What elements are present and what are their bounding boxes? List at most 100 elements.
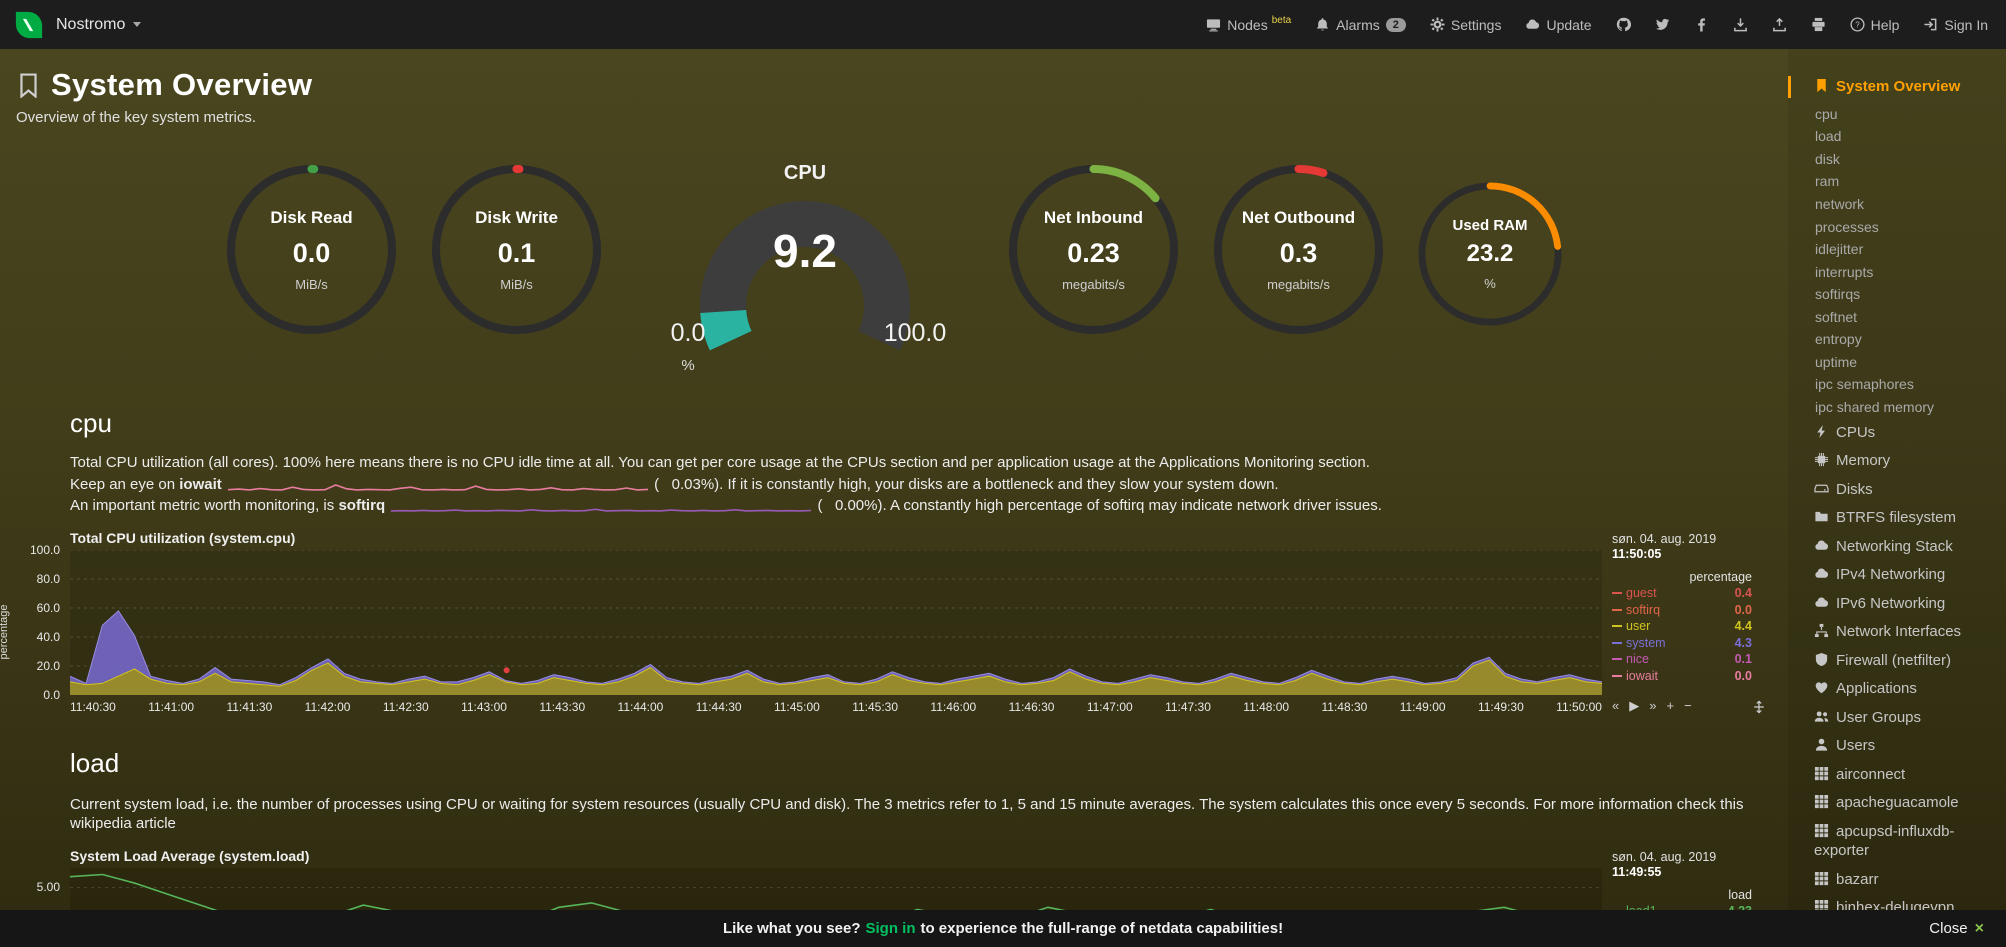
topbar-item[interactable]: Alarms 2 xyxy=(1315,17,1406,33)
sidebar-item[interactable]: idlejitter xyxy=(1815,241,1864,258)
sidebar-item[interactable]: System Overview xyxy=(1788,73,2006,103)
easypie-gauge[interactable]: Net Inbound 0.23 megabits/s xyxy=(1006,162,1181,337)
topbar-item[interactable]: Nodes beta xyxy=(1206,15,1291,33)
topbar-item[interactable] xyxy=(1772,17,1787,32)
hostname-menu[interactable]: Nostromo xyxy=(56,16,142,34)
signin-icon xyxy=(1923,17,1938,32)
easypie-gauge[interactable]: Net Outbound 0.3 megabits/s xyxy=(1211,162,1386,337)
sidebar-item[interactable]: Applications xyxy=(1788,675,2006,704)
sidebar-item[interactable]: Firewall (netfilter) xyxy=(1788,646,2006,675)
network-icon xyxy=(1814,623,1829,638)
play-button[interactable]: ▶ xyxy=(1629,697,1640,713)
legend-time: 11:50:05 xyxy=(1612,546,1662,561)
legend-date: søn. 04. aug. 2019 xyxy=(1612,849,1717,864)
grid-icon xyxy=(1814,766,1829,781)
legend-series[interactable]: user 4.4 xyxy=(1612,619,1752,633)
sidebar-item[interactable]: Disks xyxy=(1788,475,2006,504)
sidebar-item[interactable]: Users xyxy=(1788,732,2006,761)
monitor-icon xyxy=(1206,17,1221,32)
grid-icon xyxy=(1814,823,1829,838)
sidebar-item[interactable]: processes xyxy=(1815,218,1879,235)
legend-series[interactable]: system 4.3 xyxy=(1612,636,1752,650)
easypie-gauge[interactable]: Used RAM 23.2 % xyxy=(1416,180,1564,328)
sidebar-item[interactable]: ipc shared memory xyxy=(1815,399,1935,415)
cloud-icon xyxy=(1814,595,1829,610)
sidebar-item[interactable]: apacheguacamole xyxy=(1788,789,2006,818)
chart-resize-handle[interactable] xyxy=(1752,699,1766,714)
netdata-logo[interactable] xyxy=(14,10,44,40)
legend-time: 11:49:55 xyxy=(1612,864,1662,879)
sidebar-item[interactable]: entropy xyxy=(1815,331,1862,348)
legend-units-header: percentage xyxy=(1689,569,1752,584)
topbar-item[interactable] xyxy=(1733,17,1748,32)
sign-in-link[interactable]: Sign in xyxy=(865,920,916,937)
chart-title: Total CPU utilization (system.cpu) xyxy=(70,529,296,546)
sidebar-item[interactable]: airconnect xyxy=(1788,760,2006,789)
sidebar-item[interactable]: binhex-delugevpn xyxy=(1788,894,2006,910)
sidebar-item[interactable]: CPUs xyxy=(1788,418,2006,447)
cpu-chart: Total CPU utilization (system.cpu) perce… xyxy=(0,529,1766,714)
legend-series[interactable]: iowait 0.0 xyxy=(1612,669,1752,683)
section-heading-cpu: cpu xyxy=(70,408,112,438)
sidebar-item[interactable]: uptime xyxy=(1815,353,1858,370)
bolt-icon xyxy=(1814,424,1829,439)
grid-icon xyxy=(1814,871,1829,886)
legend-series[interactable]: softirq 0.0 xyxy=(1612,603,1752,617)
bell-icon xyxy=(1315,17,1330,32)
sidebar-item[interactable]: softnet xyxy=(1815,308,1858,325)
sidebar-item[interactable]: cpu xyxy=(1815,105,1838,122)
y-axis: 100.0 80.0 60.0 40.0 20.0 0.0 xyxy=(29,542,60,702)
cloud-icon xyxy=(1814,566,1829,581)
sidebar-item[interactable]: interrupts xyxy=(1815,263,1874,280)
softirq-sparkline[interactable] xyxy=(391,499,812,512)
legend-series[interactable]: guest 0.4 xyxy=(1612,586,1752,600)
sidebar-item[interactable]: ipc semaphores xyxy=(1815,376,1914,393)
print-icon xyxy=(1811,17,1826,32)
topbar-item[interactable]: ? Help xyxy=(1850,17,1899,33)
sidebar-item[interactable]: load xyxy=(1815,128,1842,145)
zoom-out-button[interactable]: − xyxy=(1684,697,1692,713)
cpu-gauge[interactable]: CPU 9.2 0.0 100.0 % xyxy=(650,162,960,374)
topbar-menu: Nodes beta Alarms 2 Settings Update xyxy=(1206,15,1988,33)
sidebar-item[interactable]: softirqs xyxy=(1815,286,1861,303)
twitter-icon xyxy=(1655,17,1670,32)
gauge-ring xyxy=(226,164,397,335)
topbar-item[interactable] xyxy=(1655,17,1670,32)
sidebar-item[interactable]: apcupsd-influxdb-exporter xyxy=(1814,822,1955,860)
gauge-ring xyxy=(1213,164,1384,335)
topbar-item[interactable]: Update xyxy=(1525,17,1592,33)
topbar-item[interactable]: Sign In xyxy=(1923,17,1988,33)
topbar: Nostromo Nodes beta Alarms 2 Settings xyxy=(0,0,2006,49)
topbar-item[interactable] xyxy=(1616,17,1631,32)
wikipedia-link[interactable]: this wikipedia article xyxy=(70,795,1744,833)
sidebar-item[interactable]: IPv4 Networking xyxy=(1788,561,2006,590)
sidebar-item[interactable]: IPv6 Networking xyxy=(1788,589,2006,618)
sidebar-item[interactable]: bazarr xyxy=(1788,865,2006,894)
topbar-item[interactable]: Settings xyxy=(1430,17,1501,33)
sidebar-item[interactable]: BTRFS filesystem xyxy=(1788,504,2006,533)
sidebar-item[interactable]: network xyxy=(1815,195,1865,212)
easypie-gauge[interactable]: Disk Read 0.0 MiB/s xyxy=(224,162,399,337)
page-subtitle: Overview of the key system metrics. xyxy=(16,109,257,126)
topbar-item[interactable] xyxy=(1694,17,1709,32)
heart-icon xyxy=(1814,680,1829,695)
sidebar-item[interactable]: ram xyxy=(1815,173,1840,190)
zoom-in-button[interactable]: + xyxy=(1666,697,1675,713)
pan-backward-button[interactable]: « xyxy=(1612,697,1620,713)
sidebar-item[interactable]: User Groups xyxy=(1788,703,2006,732)
chart-title: System Load Average (system.load) xyxy=(70,847,310,864)
topbar-item[interactable] xyxy=(1811,17,1826,32)
cpu-plot-area[interactable] xyxy=(70,549,1602,695)
grid-icon xyxy=(1814,794,1829,809)
iowait-sparkline[interactable] xyxy=(227,478,648,491)
user-icon xyxy=(1814,737,1829,752)
easypie-gauge[interactable]: Disk Write 0.1 MiB/s xyxy=(429,162,604,337)
legend-series[interactable]: nice 0.1 xyxy=(1612,652,1752,666)
sidebar-item[interactable]: disk xyxy=(1815,150,1840,167)
sidebar-item[interactable]: Networking Stack xyxy=(1788,532,2006,561)
sidebar-item[interactable]: Memory xyxy=(1788,447,2006,476)
folder-icon xyxy=(1814,509,1829,524)
close-banner-button[interactable]: Close × xyxy=(1929,919,1984,938)
pan-forward-button[interactable]: » xyxy=(1649,697,1657,713)
sidebar-item[interactable]: Network Interfaces xyxy=(1788,618,2006,647)
